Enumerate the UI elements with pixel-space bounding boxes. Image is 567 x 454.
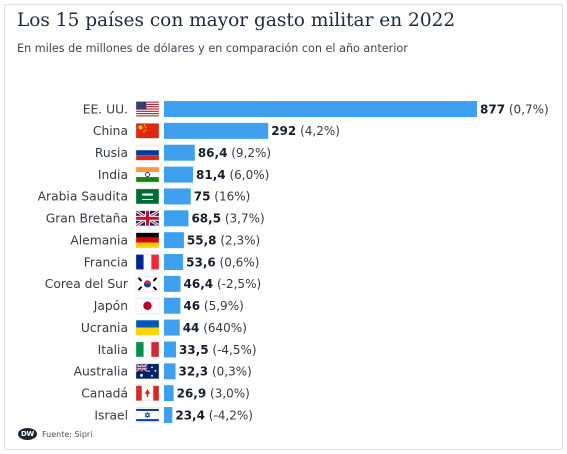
category-label: Gran Bretaña: [46, 212, 128, 226]
bar: [164, 188, 191, 205]
bar: [164, 210, 189, 227]
chart-subtitle: En miles de millones de dólares y en com…: [17, 42, 408, 55]
category-label: Italia: [98, 343, 128, 357]
category-label: EE. UU.: [83, 102, 128, 116]
bar: [164, 363, 176, 380]
value-label: 55,8 (2,3%): [187, 233, 260, 247]
ukraine-flag-icon: [135, 319, 160, 336]
bar: [164, 232, 184, 249]
value-label: 877 (0,7%): [480, 102, 549, 116]
source-text: Fuente: Sipri: [42, 429, 93, 439]
bar: [164, 144, 195, 161]
change-label: (6,0%): [226, 168, 270, 182]
canada-flag-icon: [135, 385, 160, 401]
category-label: Australia: [74, 365, 128, 379]
japan-flag-icon: [135, 298, 160, 314]
change-label: (9,2%): [227, 146, 271, 160]
value-label: 86,4 (9,2%): [198, 146, 271, 160]
italy-flag-icon: [135, 341, 160, 358]
category-label: India: [98, 168, 128, 182]
bar: [164, 166, 194, 183]
footer: DW Fuente: Sipri: [18, 428, 92, 440]
bar: [164, 297, 181, 314]
dw-logo: DW: [18, 428, 37, 440]
bar: [164, 341, 176, 358]
change-label: (2,3%): [217, 233, 261, 247]
value-label: 46 (5,9%): [183, 299, 243, 313]
value-label: 23,4 (-4,2%): [175, 408, 253, 422]
uk-flag-icon: [135, 209, 160, 228]
israel-flag-icon: [135, 407, 160, 423]
change-label: (-2,5%): [213, 277, 261, 291]
germany-flag-icon: [135, 232, 160, 248]
value-label: 68,5 (3,7%): [191, 212, 264, 226]
south-korea-flag-icon: [135, 276, 160, 292]
value-label: 53,6 (0,6%): [186, 255, 259, 269]
change-label: (16%): [210, 190, 250, 204]
china-flag-icon: [135, 123, 160, 139]
value-label: 292 (4,2%): [271, 124, 340, 138]
bar: [164, 254, 184, 271]
india-flag-icon: [135, 166, 160, 183]
category-label: Ucrania: [81, 321, 128, 335]
value-label: 33,5 (-4,5%): [179, 343, 257, 357]
value-label: 44 (640%): [183, 321, 247, 335]
change-label: (640%): [199, 321, 246, 335]
australia-flag-icon: [135, 363, 160, 380]
chart-title: Los 15 países con mayor gasto militar en…: [17, 10, 456, 31]
category-label: Japón: [93, 299, 128, 313]
bar: [164, 101, 477, 117]
category-label: China: [93, 124, 128, 138]
chart-frame: [4, 4, 563, 450]
value-label: 32,3 (0,3%): [179, 365, 252, 379]
change-label: (-4,5%): [209, 343, 257, 357]
france-flag-icon: [135, 254, 160, 270]
change-label: (0,7%): [505, 102, 549, 116]
bar: [164, 407, 173, 424]
change-label: (-4,2%): [205, 408, 253, 422]
value-label: 75 (16%): [194, 190, 251, 204]
russia-flag-icon: [135, 145, 160, 161]
bar: [164, 275, 181, 292]
category-label: Francia: [84, 255, 128, 269]
category-label: Corea del Sur: [45, 277, 129, 291]
category-label: Canadá: [81, 386, 128, 400]
value-label: 26,9 (3,0%): [177, 386, 250, 400]
bar: [164, 122, 269, 139]
change-label: (5,9%): [200, 299, 244, 313]
saudi-arabia-flag-icon: [135, 188, 160, 205]
change-label: (0,3%): [208, 365, 252, 379]
category-label: Alemania: [70, 233, 128, 247]
category-label: Israel: [94, 408, 128, 422]
change-label: (0,6%): [216, 255, 260, 269]
change-label: (3,7%): [221, 212, 265, 226]
bar: [164, 319, 180, 336]
change-label: (3,0%): [206, 386, 250, 400]
value-label: 81,4 (6,0%): [196, 168, 269, 182]
category-label: Rusia: [95, 146, 128, 160]
category-label: Arabia Saudita: [38, 190, 128, 204]
us-flag-icon: [135, 101, 160, 117]
value-label: 46,4 (-2,5%): [184, 277, 262, 291]
bar: [164, 385, 174, 402]
change-label: (4,2%): [296, 124, 340, 138]
